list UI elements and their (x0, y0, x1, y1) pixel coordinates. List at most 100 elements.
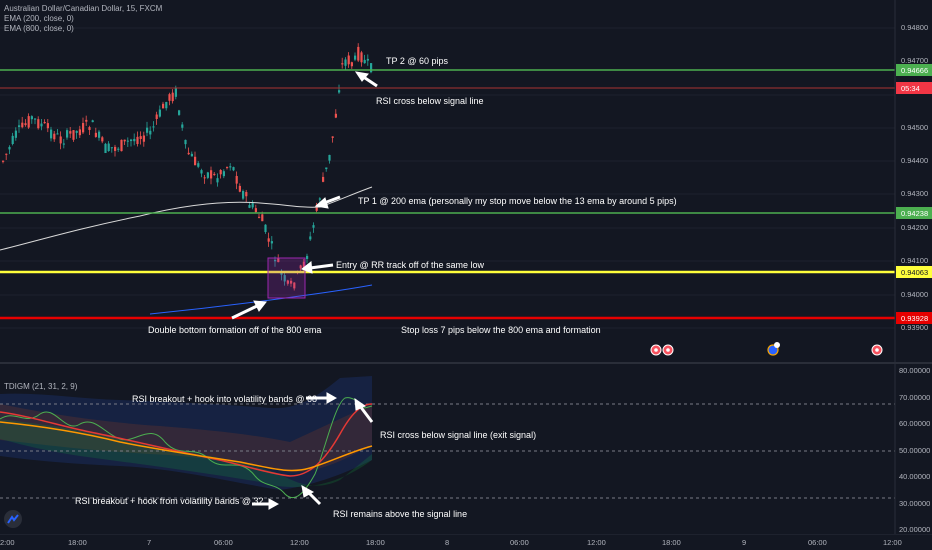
time-label: 12:00 (883, 538, 902, 547)
candlesticks (2, 43, 373, 291)
candle-body (149, 130, 152, 135)
pane-separator[interactable] (0, 362, 932, 364)
candle-body (238, 185, 241, 192)
price-tag-entry (896, 266, 932, 278)
ema-800-legend[interactable]: EMA (800, close, 0) (4, 24, 74, 33)
candle-body (270, 241, 273, 244)
candle-body (254, 208, 257, 213)
price-axis-label: 0.94500 (901, 123, 928, 132)
candle-body (46, 123, 49, 129)
candle-body (142, 135, 145, 142)
market-base-line (0, 421, 373, 472)
time-axis[interactable]: 2:00 18:00 7 06:00 12:00 18:00 8 06:00 1… (0, 534, 932, 550)
candle-body (37, 119, 40, 129)
rsi-axis-label: 30.00000 (899, 499, 930, 508)
candle-body (75, 130, 78, 133)
candle-body (66, 130, 69, 138)
candle-body (59, 136, 62, 144)
candle-body (229, 166, 232, 168)
candle-body (2, 160, 5, 162)
time-label: 06:00 (808, 538, 827, 547)
candle-body (174, 87, 177, 97)
price-axis[interactable]: 0.94800 0.94700 0.94500 0.94400 0.94300 … (894, 0, 932, 362)
event-flag-icon[interactable] (871, 344, 883, 356)
candle-body (56, 133, 59, 135)
candle-body (306, 255, 309, 259)
rsi-axis-label: 70.00000 (899, 393, 930, 402)
candle-body (18, 125, 21, 128)
candle-body (30, 116, 33, 120)
candle-body (94, 132, 97, 137)
candle-body (341, 63, 344, 65)
chart-legend[interactable]: Australian Dollar/Canadian Dollar, 15, F… (4, 4, 162, 34)
candle-body (78, 129, 81, 136)
price-pane[interactable]: TP 2 @ 60 pips RSI cross below signal li… (0, 0, 932, 362)
arrow-head-icon (301, 485, 315, 498)
tp2-annotation: TP 2 @ 60 pips (386, 56, 449, 66)
price-tag-label: 0.93928 (901, 314, 928, 323)
events-row[interactable] (650, 342, 883, 356)
candle-body (181, 124, 184, 128)
candle-body (226, 167, 229, 169)
candle-body (258, 216, 261, 218)
symbol-title[interactable]: Australian Dollar/Canadian Dollar, 15, F… (4, 4, 163, 13)
indicator-title[interactable]: TDIGM (21, 31, 2, 9) (4, 382, 78, 391)
countdown-tag (896, 82, 932, 94)
candle-body (91, 120, 94, 123)
candle-body (24, 123, 27, 126)
price-axis-label: 0.94200 (901, 223, 928, 232)
indicator-legend[interactable]: TDIGM (21, 31, 2, 9) (4, 382, 77, 392)
candle-body (107, 143, 110, 152)
event-flag-icon[interactable] (650, 344, 662, 356)
candle-body (146, 127, 149, 133)
rsi-axis-label: 80.00000 (899, 366, 930, 375)
candle-body (69, 131, 72, 134)
arrow-head-icon (326, 392, 338, 404)
candle-body (203, 177, 206, 179)
event-flag-icon[interactable] (662, 344, 674, 356)
rsi-breakout-68-annotation: RSI breakout + hook into volatility band… (132, 394, 317, 404)
candle-body (222, 171, 225, 177)
candle-body (178, 110, 181, 115)
candle-body (334, 113, 337, 118)
candle-body (98, 131, 101, 138)
annotation-arrows (231, 71, 378, 320)
candle-body (245, 192, 248, 197)
candle-body (136, 136, 139, 144)
price-chart[interactable]: TP 2 @ 60 pips RSI cross below signal li… (0, 0, 932, 362)
candle-body (206, 172, 209, 178)
candle-body (21, 122, 24, 128)
tdi-chart[interactable]: RSI breakout + hook into volatility band… (0, 364, 932, 534)
candle-body (187, 152, 190, 155)
grid (0, 27, 895, 329)
rsi-axis-label: 60.00000 (899, 419, 930, 428)
candle-body (354, 55, 357, 60)
candle-body (312, 225, 315, 228)
candle-body (251, 203, 254, 208)
double-bottom-box[interactable] (267, 257, 306, 299)
event-earnings-icon[interactable] (767, 342, 780, 356)
candle-body (162, 103, 165, 109)
candle-body (165, 102, 168, 109)
rsi-above-annotation: RSI remains above the signal line (333, 509, 467, 519)
arrow-head-icon (268, 498, 280, 510)
candle-body (101, 137, 104, 142)
candle-body (197, 163, 200, 167)
rsi-axis-label: 40.00000 (899, 472, 930, 481)
indicator-pane[interactable]: RSI breakout + hook into volatility band… (0, 364, 932, 534)
time-label: 18:00 (366, 538, 385, 547)
candle-body (302, 261, 305, 269)
price-axis-label: 0.94700 (901, 56, 928, 65)
candle-body (315, 205, 318, 211)
arrow-head-icon (354, 71, 369, 82)
time-label: 12:00 (290, 538, 309, 547)
stop-loss-annotation: Stop loss 7 pips below the 800 ema and f… (401, 325, 601, 335)
rsi-axis[interactable]: 80.00000 70.00000 60.00000 50.00000 40.0… (894, 364, 930, 534)
tradingview-logo-icon[interactable] (4, 510, 22, 528)
candle-body (62, 143, 65, 145)
ema-200-legend[interactable]: EMA (200, close, 0) (4, 14, 74, 23)
time-label: 18:00 (68, 538, 87, 547)
candle-body (190, 153, 193, 157)
price-tag-label: 0.94238 (901, 209, 928, 218)
candle-body (34, 118, 37, 120)
